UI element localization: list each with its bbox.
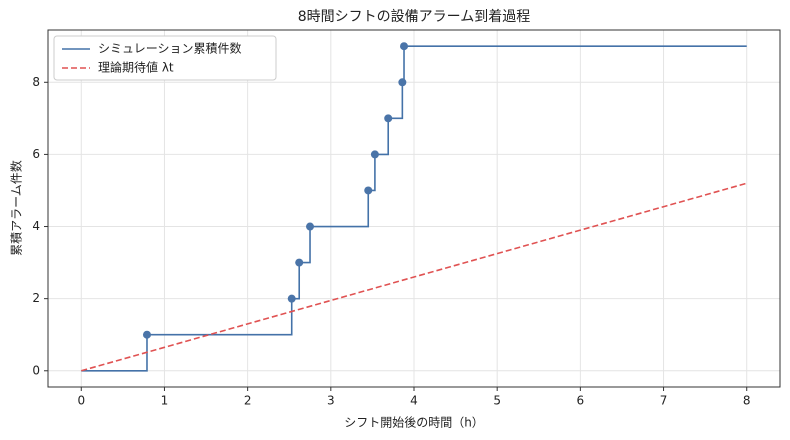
x-tick-label: 6 bbox=[577, 394, 585, 408]
arrival-point bbox=[364, 186, 373, 195]
chart-title: 8時間シフトの設備アラーム到着過程 bbox=[298, 9, 531, 25]
x-tick-label: 3 bbox=[327, 394, 335, 408]
arrival-point bbox=[400, 42, 409, 51]
arrival-point bbox=[142, 330, 151, 339]
arrival-point bbox=[287, 294, 296, 303]
x-tick-label: 2 bbox=[244, 394, 252, 408]
x-tick-label: 8 bbox=[743, 394, 751, 408]
y-tick-label: 2 bbox=[32, 291, 40, 305]
arrival-point bbox=[295, 258, 304, 267]
x-tick-label: 7 bbox=[660, 394, 668, 408]
plot-frame bbox=[47, 29, 781, 388]
legend-label: シミュレーション累積件数 bbox=[98, 41, 242, 56]
series-line bbox=[81, 45, 747, 372]
legend-box bbox=[53, 35, 277, 81]
x-tick-label: 0 bbox=[77, 394, 85, 408]
y-tick-label: 8 bbox=[32, 75, 40, 89]
x-tick-label: 5 bbox=[493, 394, 501, 408]
y-tick-label: 6 bbox=[32, 147, 40, 161]
legend-label: 理論期待値 λt bbox=[98, 60, 174, 75]
y-tick-label: 4 bbox=[32, 219, 40, 233]
y-tick-label: 0 bbox=[32, 363, 40, 377]
arrival-point bbox=[370, 150, 379, 159]
series-line bbox=[81, 182, 747, 372]
arrival-point bbox=[384, 114, 393, 123]
y-axis-label: 累積アラーム件数 bbox=[9, 160, 24, 256]
arrival-point bbox=[306, 222, 315, 231]
x-tick-label: 4 bbox=[410, 394, 418, 408]
x-axis-label: シフト開始後の時間（h） bbox=[344, 416, 484, 430]
x-tick-label: 1 bbox=[161, 394, 169, 408]
arrival-point bbox=[398, 78, 407, 87]
